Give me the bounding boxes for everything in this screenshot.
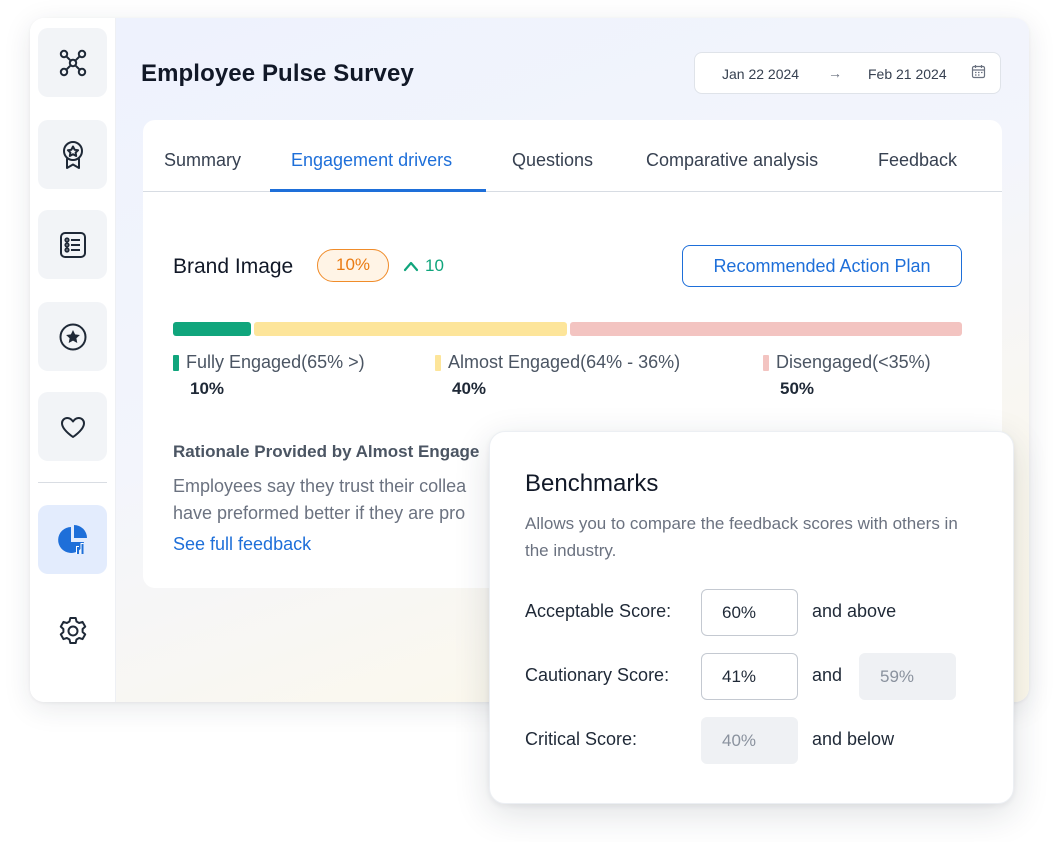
legend-swatch — [763, 355, 769, 371]
acceptable-score-suffix: and above — [812, 601, 897, 621]
tab-comparative-analysis[interactable]: Comparative analysis — [646, 150, 819, 170]
benchmarks-description: Allows you to compare the feedback score… — [525, 514, 958, 560]
tab-feedback[interactable]: Feedback — [878, 150, 958, 170]
sidebar — [30, 18, 116, 702]
legend-label: Almost Engaged(64% - 36%) — [448, 352, 681, 372]
bar-almost-engaged — [254, 322, 567, 336]
legend-label: Fully Engaged(65% >) — [186, 352, 365, 372]
tab-engagement-drivers[interactable]: Engagement drivers — [291, 150, 453, 170]
star-circle-icon — [59, 323, 86, 350]
tab-bar: Summary Engagement drivers Questions Com… — [143, 120, 1002, 192]
trend-indicator: 10 — [403, 256, 444, 276]
sidebar-divider — [38, 482, 107, 483]
page-title: Employee Pulse Survey — [141, 60, 414, 87]
pie-chart-analytics-icon — [57, 524, 87, 554]
rationale-title: Rationale Provided by Almost Engage — [173, 442, 480, 461]
bar-disengaged — [570, 322, 962, 336]
cautionary-score-label: Cautionary Score: — [525, 665, 670, 685]
heart-icon — [60, 416, 85, 438]
chevron-up-icon — [403, 261, 419, 272]
cautionary-score-input[interactable]: 41% — [701, 653, 798, 700]
cautionary-score-joiner: and — [812, 665, 843, 685]
rationale-text: Employees say they trust their collea ha… — [173, 473, 533, 527]
critical-score-label: Critical Score: — [525, 729, 638, 749]
network-icon — [59, 49, 86, 76]
sidebar-item-network[interactable] — [38, 28, 107, 97]
acceptable-score-label: Acceptable Score: — [525, 601, 672, 621]
sidebar-item-analytics[interactable] — [38, 505, 107, 574]
benchmarks-panel: Benchmarks Allows you to compare the fee… — [489, 431, 1014, 804]
score-badge: 10% — [317, 249, 389, 282]
rationale-line: Employees say they trust their collea — [173, 476, 467, 496]
award-badge-icon — [62, 140, 83, 169]
calendar-icon[interactable] — [971, 64, 986, 79]
legend-label: Disengaged(<35%) — [776, 352, 931, 372]
sidebar-item-settings[interactable] — [38, 596, 107, 665]
sidebar-item-surveys[interactable] — [38, 210, 107, 279]
end-date: Feb 21 2024 — [868, 66, 947, 82]
critical-score-suffix: and below — [812, 729, 895, 749]
sidebar-item-wellbeing[interactable] — [38, 392, 107, 461]
critical-score-value: 40% — [701, 717, 798, 764]
legend-value: 50% — [780, 379, 815, 398]
date-arrow: → — [828, 65, 842, 81]
acceptable-score-input[interactable]: 60% — [701, 589, 798, 636]
benchmarks-title: Benchmarks — [525, 470, 659, 497]
rationale-line: have preformed better if they are pro — [173, 503, 466, 523]
legend-value: 40% — [452, 379, 487, 398]
legend-swatch — [435, 355, 441, 371]
tab-summary[interactable]: Summary — [164, 150, 242, 170]
survey-list-icon — [59, 231, 86, 258]
trend-value: 10 — [425, 256, 444, 275]
tab-questions[interactable]: Questions — [512, 150, 594, 170]
start-date: Jan 22 2024 — [722, 66, 800, 82]
driver-name: Brand Image — [173, 255, 294, 278]
legend-swatch — [173, 355, 179, 371]
cautionary-upper-value: 59% — [859, 653, 956, 700]
date-range-picker[interactable]: Jan 22 2024 → Feb 21 2024 — [694, 52, 1001, 94]
gear-icon — [59, 616, 86, 644]
see-full-feedback-link[interactable]: See full feedback — [173, 534, 312, 554]
recommended-action-plan-button[interactable]: Recommended Action Plan — [682, 245, 962, 287]
bar-fully-engaged — [173, 322, 251, 336]
legend-value: 10% — [190, 379, 225, 398]
sidebar-item-recognition[interactable] — [38, 302, 107, 371]
active-tab-indicator — [270, 189, 486, 192]
sidebar-item-awards[interactable] — [38, 120, 107, 189]
